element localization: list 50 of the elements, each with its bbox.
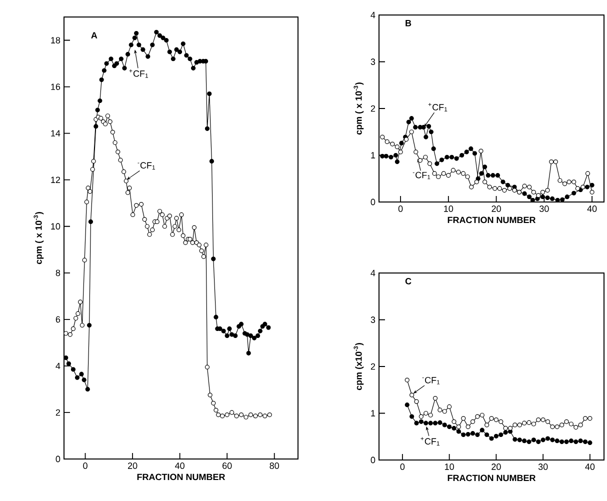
x-tick-label: 10 bbox=[444, 206, 454, 212]
y-tick-label: 0 bbox=[370, 198, 376, 206]
annotation: $^{-}$CF$_{1}$ bbox=[422, 376, 440, 384]
x-tick-label: 0 bbox=[400, 464, 405, 470]
annotation: $^{+}$CF$_{1}$ bbox=[428, 103, 448, 112]
y-tick-label: 1 bbox=[371, 410, 376, 416]
x-tick-label: 20 bbox=[492, 464, 501, 470]
y-tick-label: 2 bbox=[56, 409, 60, 416]
y-tick-label: 16 bbox=[51, 84, 60, 90]
annotation: $^{-}$CF$_{1}$ bbox=[412, 172, 430, 180]
chart-title: C bbox=[405, 278, 412, 284]
x-tick-label: 20 bbox=[128, 462, 138, 469]
x-tick-label: 0 bbox=[83, 462, 88, 469]
chart-title: B bbox=[406, 20, 412, 26]
y-tick-label: 4 bbox=[370, 270, 376, 276]
y-tick-label: 2 bbox=[370, 363, 376, 370]
y-axis-title: cpm (x10$^{-3}$) bbox=[354, 343, 364, 390]
y-tick-label: 4 bbox=[56, 362, 60, 370]
x-axis-title: FRACTION NUMBER bbox=[448, 474, 536, 482]
annotation: $^{+}$CF$_{1}$ bbox=[420, 437, 440, 446]
y-tick-label: 1 bbox=[371, 152, 376, 158]
x-axis-title: FRACTION NUMBER bbox=[448, 216, 536, 224]
y-tick-label: 0 bbox=[370, 456, 376, 464]
y-tick-label: 18 bbox=[51, 37, 60, 44]
y-tick-label: 0 bbox=[56, 456, 60, 462]
y-tick-label: 8 bbox=[56, 270, 60, 276]
text: A bbox=[91, 32, 98, 38]
x-tick-label: 80 bbox=[270, 462, 280, 469]
x-tick-label: 10 bbox=[445, 464, 454, 470]
y-tick-label: 3 bbox=[370, 316, 376, 323]
y-tick-label: 2 bbox=[370, 105, 376, 112]
x-tick-label: 40 bbox=[175, 462, 184, 469]
x-tick-label: 40 bbox=[587, 206, 597, 212]
y-tick-label: 6 bbox=[56, 316, 60, 323]
x-tick-label: 30 bbox=[538, 464, 548, 470]
y-tick-label: 3 bbox=[370, 58, 376, 65]
y-axis-title: cpm ( x 10$^{-3}$) bbox=[354, 82, 364, 135]
x-tick-label: 40 bbox=[585, 464, 595, 470]
annotation: $^{-}$CF$_{1}$ bbox=[138, 162, 156, 170]
x-tick-label: 0 bbox=[398, 206, 403, 212]
y-axis-title: cpm ( x 10$^{-3}$) bbox=[34, 212, 44, 264]
y-tick-label: 14 bbox=[51, 130, 60, 136]
annotation: $^{+}$CF$_{1}$ bbox=[129, 69, 148, 78]
x-tick-label: 60 bbox=[222, 462, 232, 469]
x-tick-label: 30 bbox=[540, 206, 549, 212]
x-tick-label: 20 bbox=[492, 206, 501, 212]
y-tick-label: 4 bbox=[370, 12, 376, 18]
y-tick-label: 10 bbox=[51, 223, 60, 230]
y-tick-label: 12 bbox=[51, 176, 60, 183]
x-axis-title: FRACTION NUMBER bbox=[137, 474, 226, 480]
